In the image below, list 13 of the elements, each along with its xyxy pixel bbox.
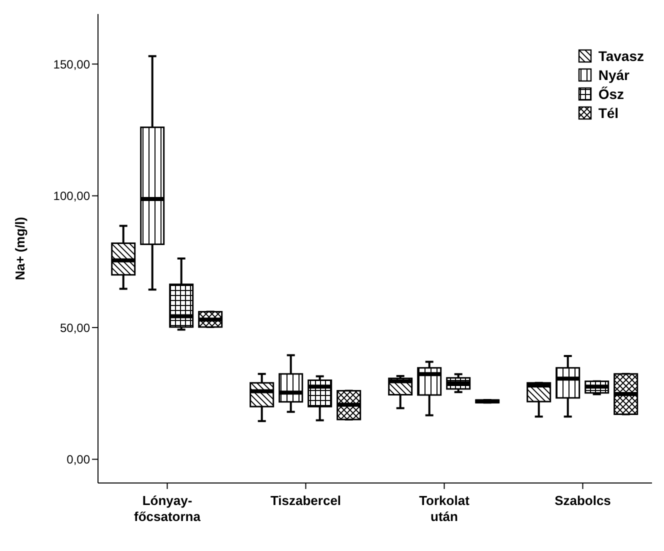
legend-label: Tél — [598, 105, 619, 121]
y-axis-title: Na+ (mg/l) — [12, 216, 28, 280]
x-tick-label: Torkolat után — [419, 493, 470, 524]
legend-label: Ősz — [598, 86, 624, 102]
y-tick-label: 150,00 — [53, 57, 90, 72]
x-tick-label: Tiszabercel — [270, 493, 342, 508]
legend-label: Nyár — [598, 67, 630, 83]
y-tick-label: 50,00 — [60, 320, 90, 335]
x-tick-label: Szabolcs — [554, 493, 611, 508]
legend-label: Tavasz — [598, 48, 644, 64]
y-tick-label: 100,00 — [53, 189, 90, 204]
x-tick-label: Lónyay- főcsatorna — [134, 493, 202, 524]
y-tick-label: 0,00 — [66, 452, 90, 467]
